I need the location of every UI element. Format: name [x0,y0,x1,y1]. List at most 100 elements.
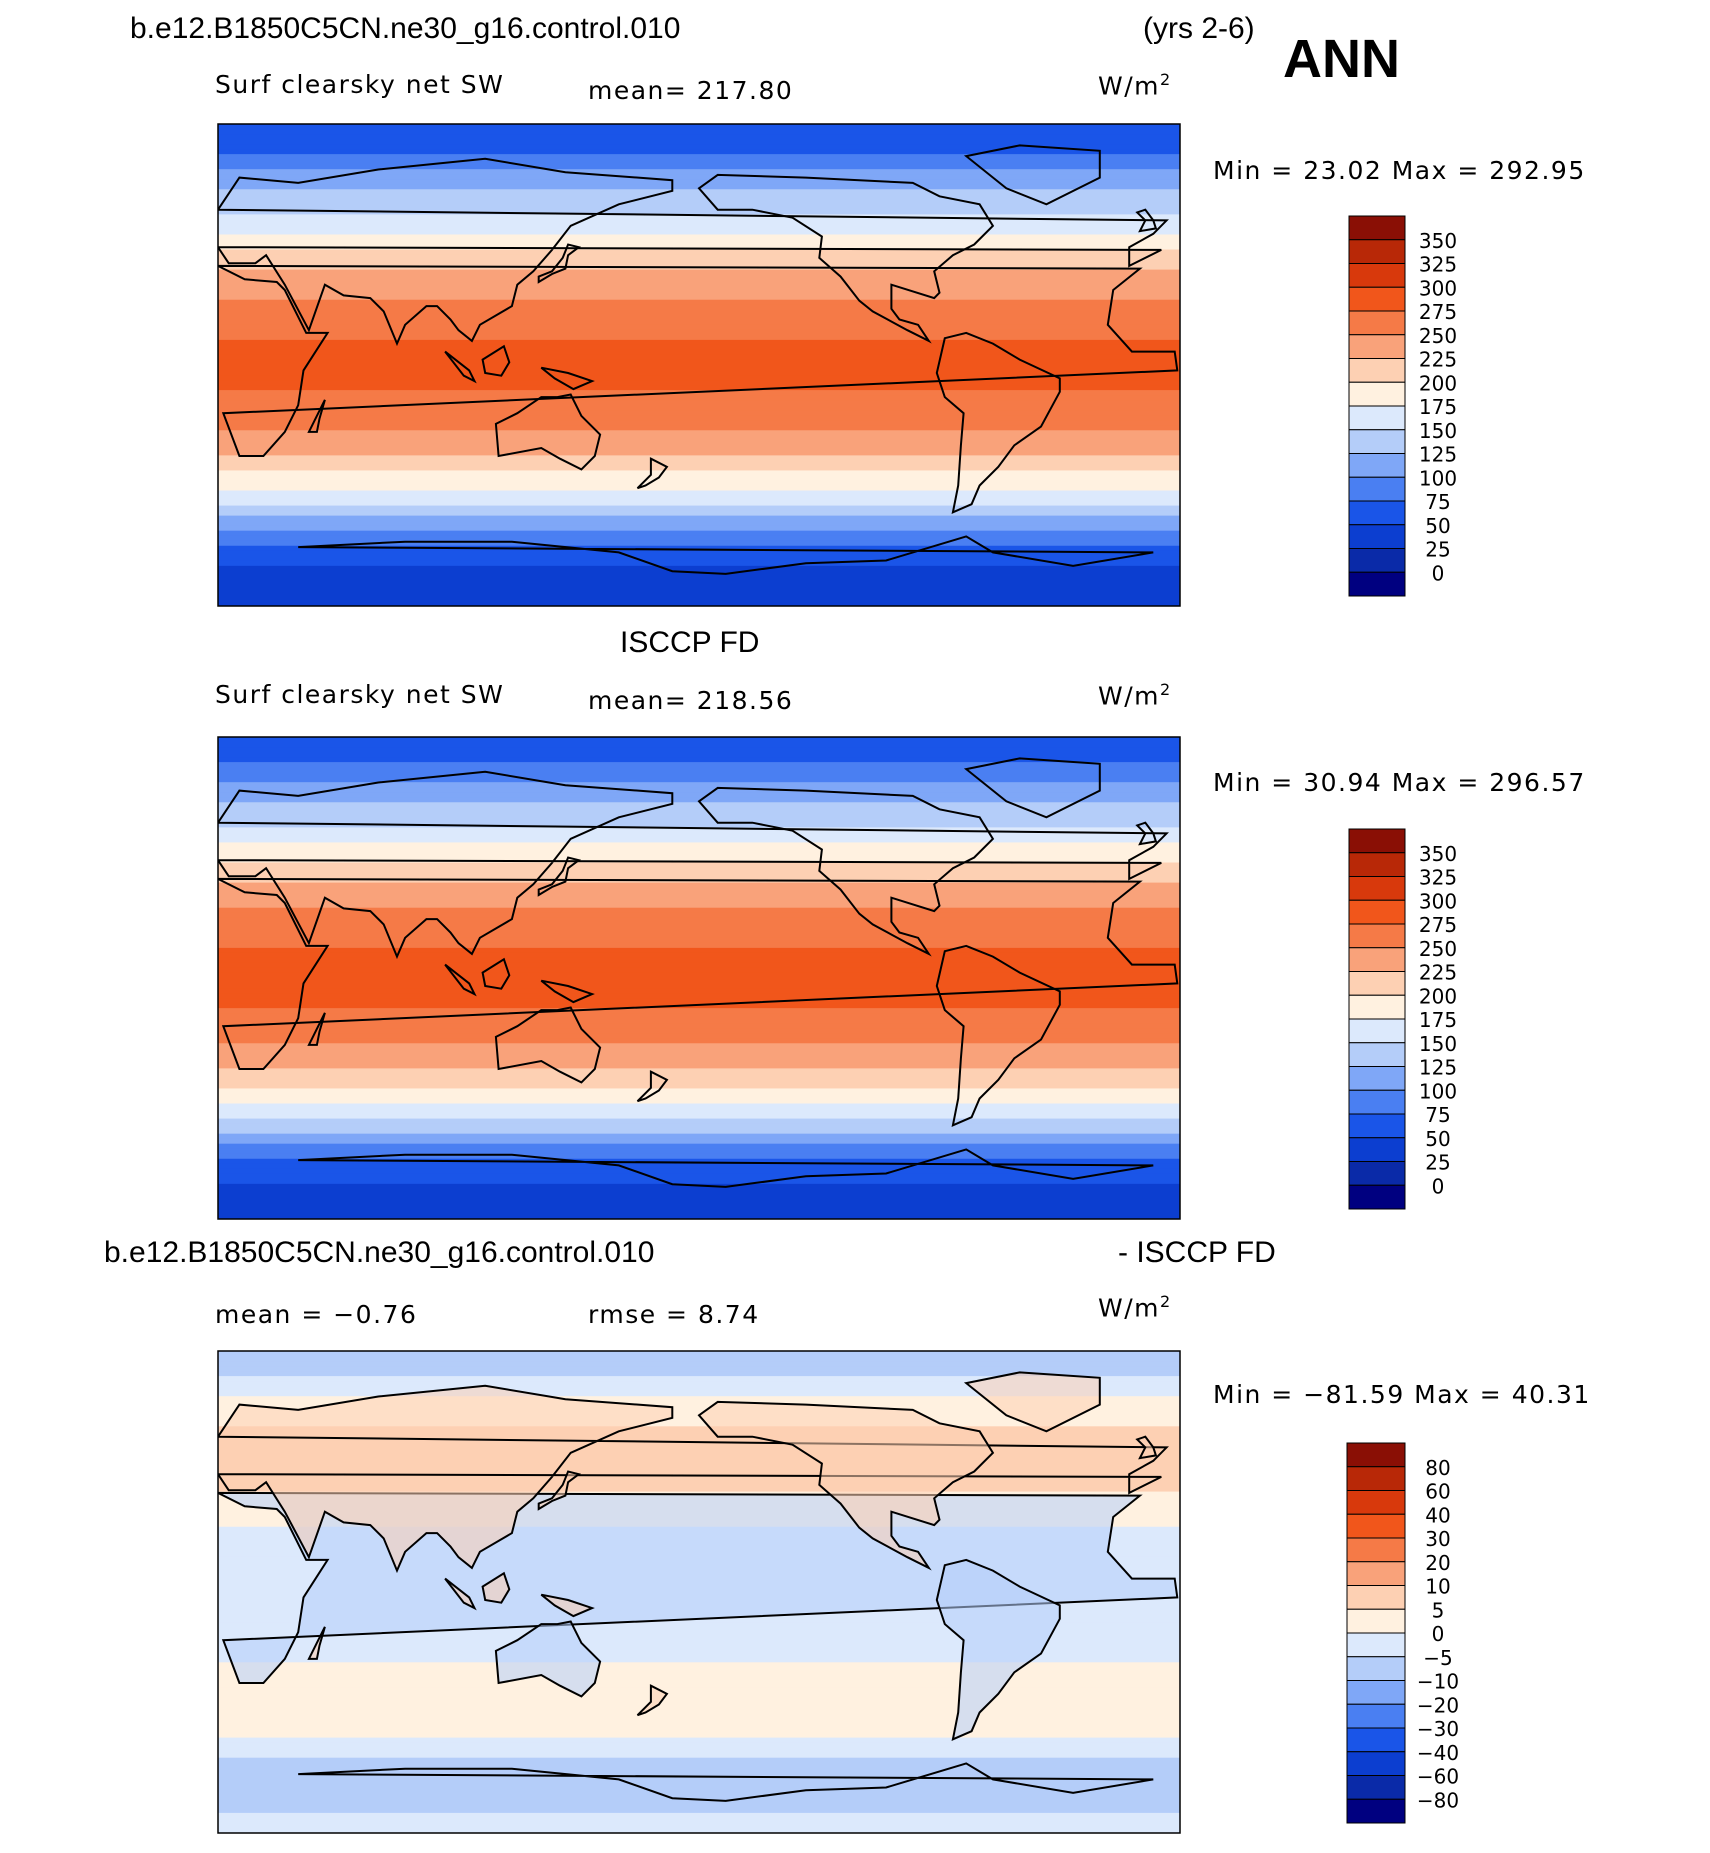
colorbar-box [1348,286,1406,312]
heatmap-band [218,1148,1180,1155]
colorbar-box [1348,1137,1406,1162]
heatmap-band [218,1208,1180,1215]
heatmap-band [218,540,1180,547]
heatmap-band [218,892,1180,899]
heatmap-band [218,520,1180,527]
colorbar-tick-label: −30 [1417,1717,1459,1741]
heatmap-band [218,550,1180,557]
colorbar-tick-label: 100 [1419,466,1457,490]
heatmap-band [218,1707,1180,1714]
heatmap-band [218,1138,1180,1145]
colorbar-box [1348,239,1406,264]
heatmap-band [218,229,1180,236]
heatmap-band [218,1118,1180,1125]
heatmap-band [218,244,1180,251]
heatmap-band [218,1098,1180,1105]
heatmap-band [218,1812,1180,1819]
heatmap-band [218,912,1180,919]
panel1-variable-label: Surf clearsky net SW [215,70,505,99]
coastline [481,344,511,377]
colorbar-box [1348,215,1406,241]
heatmap-band [218,902,1180,909]
heatmap-band [218,435,1180,441]
heatmap-band [218,867,1180,874]
colorbar-tick-label: 125 [1419,1056,1457,1080]
panel3-units-label: W/m2 [1098,1292,1172,1323]
colorbar-box [1348,453,1406,478]
heatmap-band [218,817,1180,823]
panel3-minmax-label: Min = −81.59 Max = 40.31 [1213,1380,1591,1409]
colorbar-tick-label: −80 [1417,1788,1459,1812]
heatmap-band [218,942,1180,949]
heatmap-band [218,154,1180,160]
heatmap-band [218,1366,1180,1372]
heatmap-band [218,1672,1180,1678]
heatmap-band [218,1168,1180,1175]
heatmap-band [218,259,1180,266]
colorbar-tick-label: 325 [1419,866,1457,890]
heatmap-band [218,370,1180,376]
colorbar-tick-label: 275 [1419,913,1457,937]
colorbar-box [1346,1775,1406,1800]
coastline [218,877,1179,1070]
coastline [298,535,1154,575]
heatmap-band [218,1163,1180,1170]
heatmap-band [218,1637,1180,1643]
heatmap-band [218,425,1180,431]
heatmap-band [218,1406,1180,1412]
colorbar-tick-label: 50 [1425,514,1450,538]
colorbar-box [1348,334,1406,359]
coastline [1135,1435,1158,1460]
coastline [494,1006,602,1084]
heatmap-band [218,1662,1180,1668]
colorbar-tick-label: 0 [1432,561,1445,585]
heatmap-band [218,1033,1180,1039]
panel2-variable-label: Surf clearsky net SW [215,680,505,709]
heatmap-band [218,400,1180,406]
heatmap-band [218,164,1180,170]
heatmap-band [218,1381,1180,1387]
colorbar-box [1346,1632,1406,1658]
heatmap-band [218,812,1180,818]
heatmap-band [218,932,1180,939]
panel3-mean-label: mean = −0.76 [215,1300,418,1329]
land-shading [966,1372,1100,1432]
heatmap-band [218,1128,1180,1135]
heatmap-band [218,1416,1180,1422]
heatmap-band [218,1476,1180,1483]
panel2-units-label: W/m2 [1098,680,1172,711]
heatmap-band [218,907,1180,914]
heatmap-band [218,1426,1180,1432]
heatmap-band [218,254,1180,261]
heatmap-band [218,505,1180,512]
panel2-dataset-title: ISCCP FD [620,626,760,659]
years-label: (yrs 2-6) [1143,12,1255,45]
heatmap-band [218,299,1180,306]
coastline [540,979,595,1004]
colorbar-box [1346,1703,1406,1729]
heatmap-band [218,1371,1180,1377]
colorbar-box [1346,1680,1406,1705]
coastline [935,331,1061,514]
heatmap-band [218,450,1180,456]
coastline [537,856,582,897]
heatmap-band [218,239,1180,246]
colorbar-tick-label: 225 [1419,961,1457,985]
heatmap-band [218,1356,1180,1362]
colorbar-box [1348,548,1406,573]
heatmap-band [218,565,1180,572]
heatmap-band [218,329,1180,336]
colorbar-box [1346,1490,1406,1515]
heatmap-band [218,1083,1180,1090]
colorbar-tick-label: 200 [1419,371,1457,395]
heatmap-band [218,595,1180,602]
heatmap-band [218,545,1180,552]
heatmap-band [218,159,1180,165]
colorbar-box [1348,1042,1406,1067]
panel3-case-title: b.e12.B1850C5CN.ne30_g16.control.010 [104,1236,655,1269]
heatmap-band [218,1018,1180,1024]
coastline [218,1384,1169,1574]
heatmap-band [218,500,1180,507]
heatmap-band [218,1063,1180,1069]
